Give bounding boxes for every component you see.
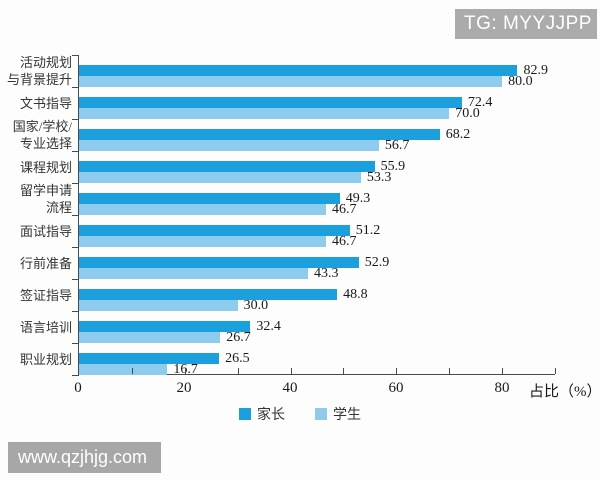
value-label: 53.3 [366, 170, 392, 185]
category-label: 签证指导 [19, 287, 72, 303]
bar-students [79, 204, 326, 215]
chart-row: 国家/学校/专业选择 68.2 56.7 [13, 119, 555, 153]
watermark: www.qzjhjg.com [8, 442, 161, 473]
bar-students [79, 140, 379, 151]
legend-swatch-students-icon [315, 408, 327, 420]
x-axis-tick-label: 0 [74, 380, 82, 396]
category-label: 文书指导 [19, 95, 72, 111]
chart-row: 面试指导 51.2 46.7 [20, 215, 555, 249]
x-axis-tick [555, 368, 556, 374]
chart-row: 课程规划 55.9 53.3 [20, 151, 555, 185]
value-label: 43.3 [314, 266, 339, 281]
bar-students [79, 332, 221, 343]
bar-students [79, 76, 503, 87]
x-axis-tick-label: 40 [282, 380, 298, 396]
category-label: 语言培训 [19, 319, 72, 335]
bar-parents [79, 289, 338, 300]
x-axis-tick [131, 368, 133, 374]
y-axis-tick [72, 279, 79, 280]
value-label: 52.9 [364, 255, 390, 270]
value-label: 46.7 [331, 202, 357, 217]
chart-row: 语言培训 32.4 26.7 [20, 311, 555, 345]
value-label: 51.2 [355, 223, 381, 238]
x-axis-tick-label: 60 [388, 380, 404, 396]
value-label: 55.9 [380, 159, 406, 174]
bar-parents [79, 129, 440, 140]
value-label: 46.7 [331, 234, 357, 249]
x-axis-tick [396, 368, 398, 374]
category-label: 留学申请 流程 [19, 183, 72, 215]
y-axis-tick [72, 87, 79, 88]
bar-parents [79, 353, 220, 364]
x-axis-tick [237, 368, 239, 374]
value-label: 48.8 [343, 287, 368, 302]
category-label: 活动规划 与背景提升 [6, 55, 72, 87]
y-axis-tick [72, 375, 79, 376]
value-label: 49.3 [345, 191, 371, 206]
legend-label-parents: 家长 [257, 408, 285, 423]
value-label: 26.7 [226, 330, 251, 345]
category-label: 行前准备 [19, 255, 72, 271]
x-axis-tick-label: 20 [176, 380, 192, 396]
x-axis-tick [343, 368, 345, 374]
bar-parents [79, 65, 518, 76]
tg-badge: TG: MYYJJPP [455, 9, 597, 39]
legend-label-students: 学生 [333, 408, 361, 423]
value-label: 72.4 [467, 95, 493, 110]
legend-item-students: 学生 [315, 404, 361, 424]
y-axis-tick [72, 119, 79, 120]
value-label: 68.2 [445, 127, 471, 142]
y-axis-tick [72, 151, 79, 152]
x-axis-tick [502, 368, 504, 374]
category-label: 课程规划 [19, 159, 72, 175]
chart-row: 文书指导 72.4 70.0 [20, 87, 555, 121]
value-label: 70.0 [455, 106, 480, 121]
value-label: 56.7 [384, 138, 410, 153]
chart-legend: 家长 学生 [0, 404, 600, 424]
chart-row: 活动规划 与背景提升 82.9 80.0 [7, 55, 555, 89]
bar-parents [79, 257, 359, 268]
x-axis-tick [290, 368, 292, 374]
bar-parents [79, 161, 375, 172]
chart-row: 签证指导 48.8 30.0 [20, 279, 555, 313]
bar-parents [79, 97, 462, 108]
bar-students [79, 268, 308, 279]
legend-item-parents: 家长 [239, 404, 285, 424]
value-label: 80.0 [508, 74, 533, 89]
x-axis-title: 占比（%） [529, 384, 600, 400]
bar-students [79, 236, 326, 247]
y-axis-tick [72, 343, 79, 344]
bar-students [79, 172, 361, 183]
bar-parents [79, 225, 350, 236]
value-label: 26.5 [225, 351, 250, 366]
y-axis-tick [72, 311, 79, 312]
legend-swatch-parents-icon [239, 408, 251, 420]
y-axis-tick [72, 215, 79, 216]
y-axis-tick [72, 55, 79, 56]
bar-parents [79, 193, 340, 204]
category-label: 职业规划 [19, 351, 72, 367]
bar-parents [79, 321, 251, 332]
y-axis-tick [72, 183, 79, 184]
x-axis-tick [449, 368, 451, 374]
x-axis-tick-labels: 占比（%） 0 20 40 60 80 [74, 380, 600, 400]
y-axis-tick [72, 247, 79, 248]
bar-students [79, 108, 450, 119]
bar-students [79, 300, 238, 311]
x-axis-tick-label: 80 [494, 380, 510, 396]
x-axis-tick [184, 368, 186, 374]
bar-students [79, 364, 168, 375]
category-label: 国家/学校/专业选择 [12, 119, 72, 151]
chart-row: 留学申请 流程 49.3 46.7 [20, 183, 555, 217]
plot-area: 活动规划 与背景提升 82.9 80.0 文书指导 72.4 70.0 国家/学校/专业选择 6… [7, 55, 556, 377]
value-label: 30.0 [243, 298, 269, 313]
value-label: 32.4 [256, 319, 281, 334]
chart-row: 行前准备 52.9 43.3 [20, 247, 555, 281]
value-label: 82.9 [523, 63, 548, 78]
category-label: 面试指导 [19, 223, 72, 239]
